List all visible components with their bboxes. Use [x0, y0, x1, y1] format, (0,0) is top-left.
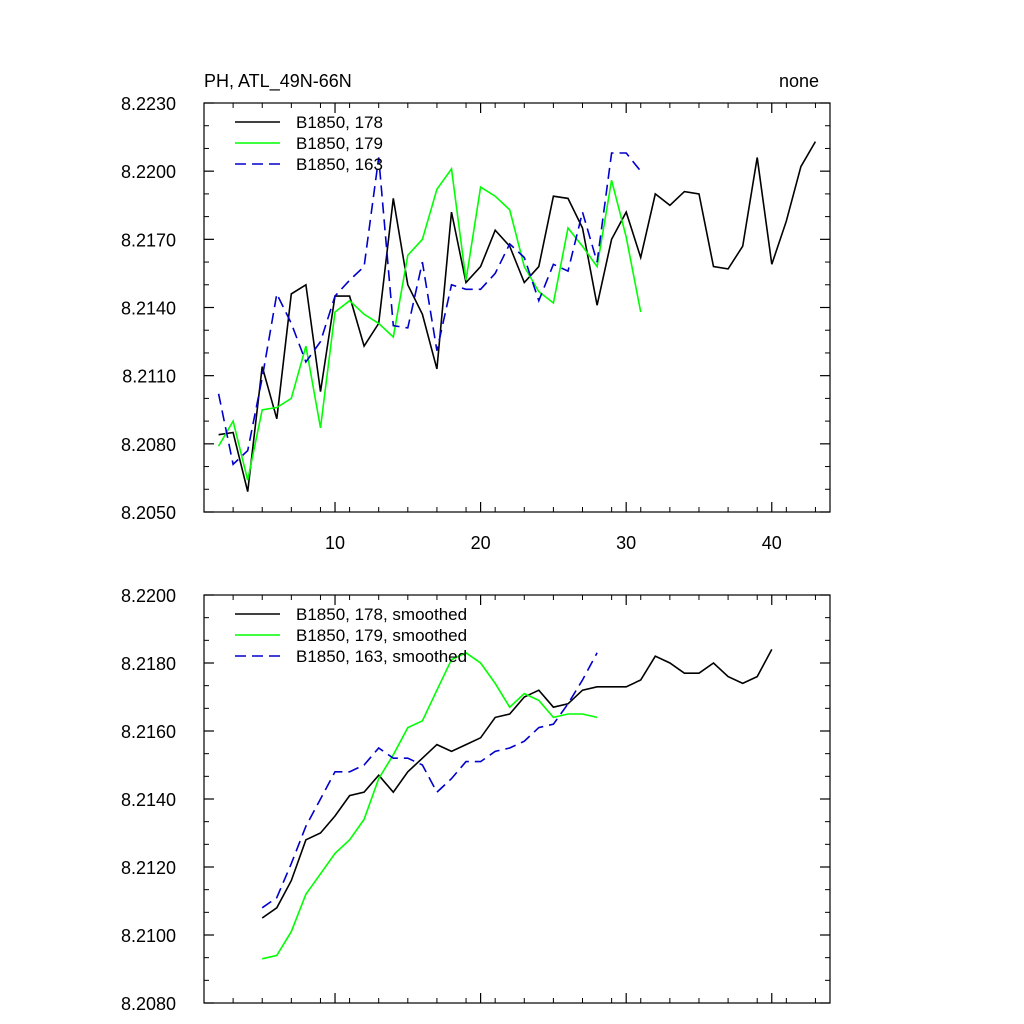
- series-line-3: [261, 652, 598, 909]
- y-tick-label: 8.2050: [121, 503, 176, 523]
- legend-label: B1850, 179, smoothed: [296, 626, 467, 645]
- series-line-1: [218, 141, 817, 492]
- legend-label: B1850, 179: [296, 134, 383, 153]
- y-tick-label: 8.2140: [121, 299, 176, 319]
- chart-title-right: none: [779, 71, 819, 91]
- series-line-2: [217, 166, 642, 481]
- x-tick-label: 20: [471, 533, 491, 553]
- series-line-1: [261, 649, 773, 919]
- y-tick-label: 8.2230: [121, 94, 176, 114]
- y-tick-label: 8.2140: [121, 790, 176, 810]
- y-tick-label: 8.2110: [122, 367, 176, 387]
- legend-label: B1850, 178: [296, 113, 383, 132]
- y-tick-label: 8.2080: [121, 994, 176, 1014]
- y-tick-label: 8.2200: [121, 162, 176, 182]
- series-line-3: [217, 152, 642, 466]
- y-tick-label: 8.2180: [121, 654, 176, 674]
- legend-label: B1850, 178, smoothed: [296, 605, 467, 624]
- x-tick-label: 30: [616, 533, 636, 553]
- chart-title: PH, ATL_49N-66N: [204, 71, 352, 92]
- y-tick-label: 8.2080: [121, 435, 176, 455]
- y-tick-label: 8.2200: [121, 586, 176, 606]
- top-panel: 10 20 30 40 8.2050 8.2080 8.2110 8.2140 8.2170 8.…: [121, 71, 831, 553]
- x-tick-label: 40: [762, 533, 782, 553]
- y-tick-label: 8.2160: [121, 722, 176, 742]
- legend-label: B1850, 163: [296, 155, 383, 174]
- y-tick-label: 8.2100: [121, 926, 176, 946]
- bottom-panel: 8.2080 8.2100 8.2120 8.2140 8.2160 8.2180 8.22…: [121, 586, 831, 1014]
- x-tick-label: 10: [325, 533, 345, 553]
- y-tick-label: 8.2120: [121, 858, 176, 878]
- legend-label: B1850, 163, smoothed: [296, 647, 467, 666]
- y-tick-label: 8.2170: [121, 230, 176, 250]
- series-line-2: [262, 651, 598, 960]
